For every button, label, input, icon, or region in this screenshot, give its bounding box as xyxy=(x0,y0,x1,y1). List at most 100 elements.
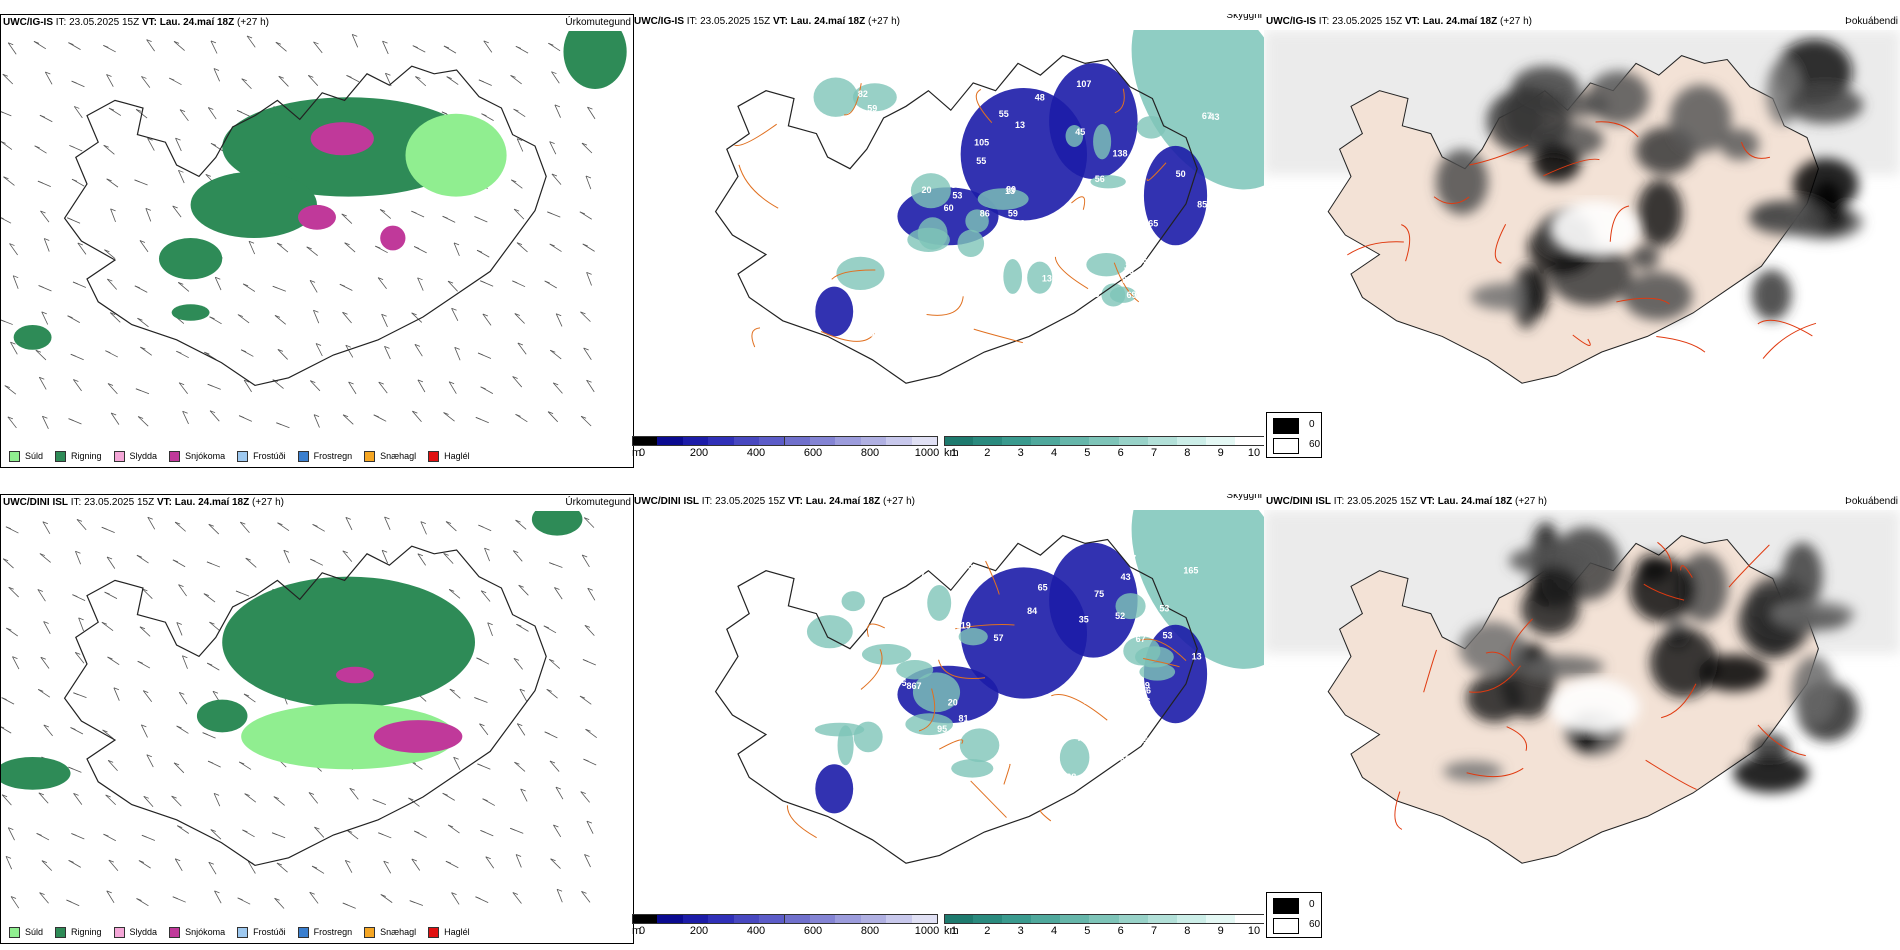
cloud-base-value: 77 xyxy=(1077,733,1087,743)
wind-barb xyxy=(543,625,557,634)
wind-barb xyxy=(549,760,560,772)
wind-barb xyxy=(273,796,285,806)
wind-barb xyxy=(381,313,388,328)
wind-barb xyxy=(40,656,50,669)
wind-barb xyxy=(9,243,18,256)
wind-barb xyxy=(136,898,149,907)
road xyxy=(1657,541,1672,572)
wind-barb xyxy=(580,415,592,427)
wind-barb xyxy=(487,622,493,636)
wind-barb xyxy=(442,792,455,801)
wind-barb xyxy=(209,410,220,422)
wind-barb xyxy=(512,376,523,388)
wind-barb xyxy=(311,865,325,874)
cloud-base-value: 13 xyxy=(1005,186,1015,196)
wind-barb xyxy=(107,383,118,395)
wind-barb xyxy=(553,824,562,838)
wind-barb xyxy=(551,71,560,84)
wind-barb xyxy=(344,860,353,873)
wind-barb xyxy=(383,860,392,874)
wind-barb xyxy=(454,346,461,361)
colorbar-tick: 3 xyxy=(1017,925,1024,937)
colorbar-segment xyxy=(1205,914,1236,924)
cloud-base-value: 20 xyxy=(922,185,932,195)
wind-barb xyxy=(73,379,82,392)
wind-barb xyxy=(134,285,148,293)
cloud-base-value: 82 xyxy=(858,89,868,99)
wind-barb xyxy=(443,412,455,422)
wind-barb xyxy=(412,45,426,53)
wind-barb xyxy=(547,211,561,218)
colorbar-segment xyxy=(911,914,938,924)
wind-barb xyxy=(277,349,288,360)
wind-barb xyxy=(237,314,250,324)
cloud-base-value: 57 xyxy=(993,633,1003,643)
wind-barb xyxy=(213,793,221,807)
precip-area xyxy=(380,225,406,251)
precip-legend-item: Slydda xyxy=(113,450,157,462)
cloud-base-value: 92 xyxy=(1133,254,1143,264)
cloud-base-value: 85 xyxy=(951,180,961,190)
panel-header: UWC/IG-IS IT: 23.05.2025 15Z VT: Lau. 24… xyxy=(634,14,1262,30)
cloud-base-value: 84 xyxy=(1027,606,1037,616)
visibility-area xyxy=(1093,124,1112,160)
legend-swatch xyxy=(364,926,376,938)
wind-barb xyxy=(1,217,12,224)
wind-barb xyxy=(107,760,118,771)
wind-barb xyxy=(344,242,356,253)
wind-barb xyxy=(481,113,494,121)
visibility-area xyxy=(977,188,1029,210)
cloud-base-value: 85 xyxy=(1197,200,1207,210)
coastline xyxy=(714,534,1198,864)
cloud-base-value: 47 xyxy=(1085,686,1095,696)
cloud-base-value: 78 xyxy=(1084,716,1094,726)
wind-barb xyxy=(520,788,528,802)
colorbar-tick: 6 xyxy=(1117,925,1124,937)
fog-blob xyxy=(1630,245,1660,270)
cloud-base-value: 51 xyxy=(889,317,899,327)
wind-barb xyxy=(177,282,190,292)
wind-barb xyxy=(71,178,85,187)
wind-barb xyxy=(210,142,223,152)
visibility-map: 43 95 53 79 57 45 65 114 48 52 55 85 107 70 60 56 105 92 9… xyxy=(714,30,1264,384)
wind-barb xyxy=(381,549,388,564)
road xyxy=(1762,322,1817,359)
cloud-base-value: 55 xyxy=(963,561,973,571)
cloud-base-value: 53 xyxy=(952,190,962,200)
cloud-base-value: 13 xyxy=(1015,120,1025,130)
wind-barb xyxy=(586,820,594,834)
wind-barb xyxy=(515,519,527,530)
colorbar-segment xyxy=(1147,436,1178,446)
panel-header: UWC/IG-IS IT: 23.05.2025 15Z VT: Lau. 24… xyxy=(3,15,631,31)
wind-barb xyxy=(482,313,492,326)
wind-barb xyxy=(208,523,220,535)
wind-barb xyxy=(210,40,218,54)
fog-blob xyxy=(1669,84,1732,154)
colorbar-segment xyxy=(860,914,888,924)
wind-barb xyxy=(547,411,558,423)
wind-barb xyxy=(276,422,290,429)
cloud-base-value: 43 xyxy=(880,226,890,236)
cloud-base-value: 75 xyxy=(1094,589,1104,599)
panel-header: UWC/DINI ISL IT: 23.05.2025 15Z VT: Lau.… xyxy=(1266,494,1898,510)
wind-barb xyxy=(585,175,592,190)
colorbar-segment xyxy=(708,914,735,924)
fog-blob xyxy=(1459,621,1526,675)
road xyxy=(751,327,761,348)
cloud-base-value: 66 xyxy=(1142,255,1152,265)
wind-barb xyxy=(140,346,152,356)
wind-barb xyxy=(443,553,454,564)
wind-barb xyxy=(546,688,558,699)
fog-blob xyxy=(1649,627,1718,698)
wind-barb xyxy=(39,553,51,563)
wind-barb xyxy=(581,554,590,568)
cloud-base-value: 67 xyxy=(1202,111,1212,121)
visibility-area xyxy=(841,591,865,612)
wind-barb xyxy=(42,521,51,535)
wind-barb xyxy=(139,240,149,253)
wind-barb xyxy=(108,859,119,872)
cloud-base-value: 62 xyxy=(1015,218,1025,228)
wind-barb xyxy=(417,277,424,291)
wind-barb xyxy=(39,114,53,123)
wind-barb xyxy=(248,240,256,255)
